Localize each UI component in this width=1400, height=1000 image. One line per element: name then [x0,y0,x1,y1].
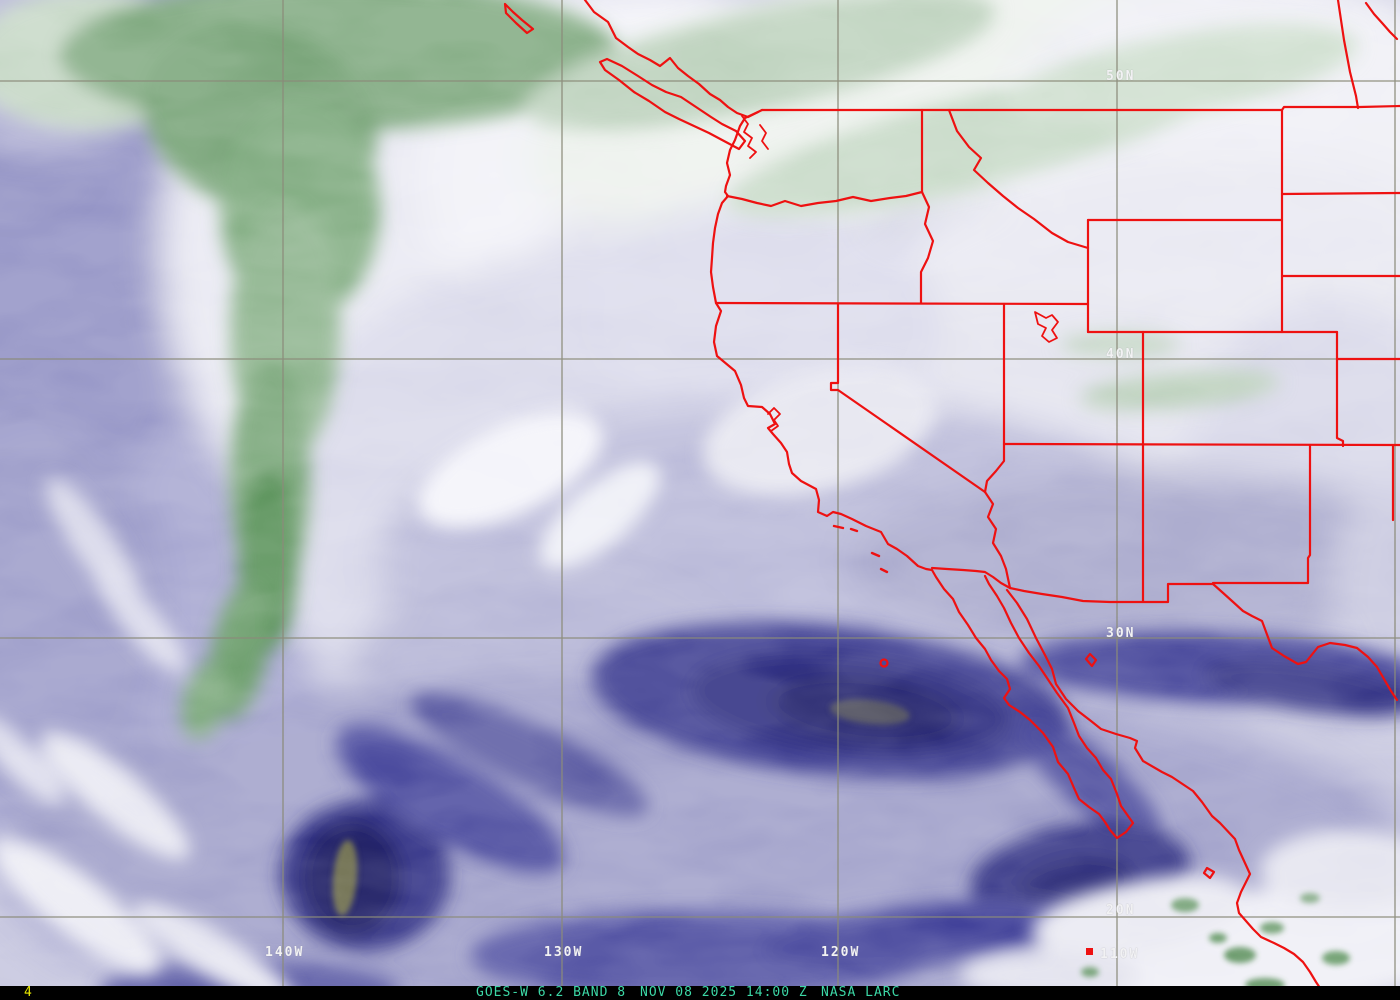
grid-label-130w: 130W [544,945,584,960]
grid-label-30n: 30N [1106,626,1136,641]
grid-label-40n: 40N [1106,347,1136,362]
grid-label-20n: 20N [1106,903,1136,918]
grid-label-50n: 50N [1106,69,1136,84]
satellite-label: GOES-W 6.2 BAND 8 [476,985,627,1000]
frame-marker: 4 [24,985,33,1000]
state-borders-layer [503,0,1400,988]
agency-label: NASA LARC [821,985,901,1000]
grid-label-140w: 140W [265,945,305,960]
timestamp-label: NOV 08 2025 14:00 Z [640,985,808,1000]
status-bar: 4 GOES-W 6.2 BAND 8 NOV 08 2025 14:00 Z … [0,986,1400,1000]
grid-label-110w: 110W [1100,947,1140,962]
grid-label-120w: 120W [821,945,861,960]
